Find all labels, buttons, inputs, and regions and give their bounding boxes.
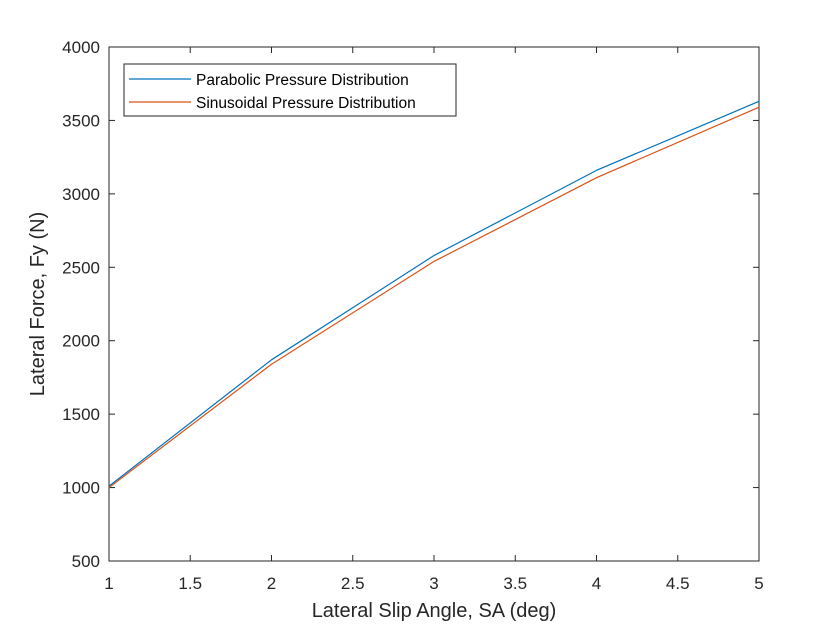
y-axis-label: Lateral Force, Fy (N) xyxy=(27,212,49,396)
y-tick-label: 500 xyxy=(72,552,100,571)
series-layer xyxy=(108,100,760,489)
legend-label-sinusoidal: Sinusoidal Pressure Distribution xyxy=(196,95,416,112)
x-tick-label: 1.5 xyxy=(178,574,202,593)
legend-box xyxy=(123,63,457,117)
x-tick-label: 3 xyxy=(429,574,438,593)
x-tick-label: 4.5 xyxy=(666,574,690,593)
x-axis-label: Lateral Slip Angle, SA (deg) xyxy=(312,600,557,622)
x-tick-label: 2 xyxy=(267,574,276,593)
series-line-parabolic xyxy=(108,100,760,487)
series-line-sinusoidal xyxy=(108,106,760,489)
y-tick-label: 3500 xyxy=(62,111,100,130)
y-tick-label: 1000 xyxy=(62,479,100,498)
legend-label-parabolic: Parabolic Pressure Distribution xyxy=(196,72,409,89)
x-tick-label: 2.5 xyxy=(341,574,365,593)
ticks-layer: 1 1.5 2 2.5 3 3.5 4 4.5 5 500 1000 1500 2000 2500 3000… xyxy=(62,38,764,593)
x-tick-label: 1 xyxy=(104,574,113,593)
y-tick-label: 4000 xyxy=(62,38,100,57)
y-tick-label: 2000 xyxy=(62,332,100,351)
y-tick-label: 1500 xyxy=(62,405,100,424)
x-tick-label: 4 xyxy=(592,574,601,593)
plot-area xyxy=(108,46,760,562)
legend: Parabolic Pressure Distribution Sinusoid… xyxy=(123,63,457,117)
y-tick-label: 2500 xyxy=(62,258,100,277)
x-tick-label: 3.5 xyxy=(503,574,527,593)
x-tick-label: 5 xyxy=(754,574,763,593)
y-tick-label: 3000 xyxy=(62,185,100,204)
